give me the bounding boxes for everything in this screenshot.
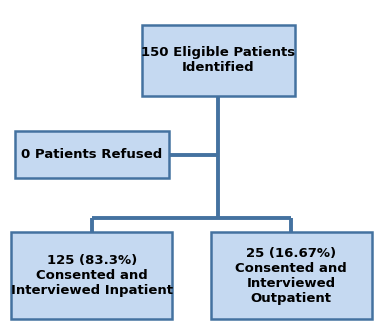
FancyBboxPatch shape (211, 232, 372, 319)
Text: 125 (83.3%)
Consented and
Interviewed Inpatient: 125 (83.3%) Consented and Interviewed In… (11, 254, 173, 297)
FancyBboxPatch shape (11, 232, 172, 319)
Text: 150 Eligible Patients
Identified: 150 Eligible Patients Identified (141, 46, 295, 75)
FancyBboxPatch shape (15, 131, 169, 178)
Text: 0 Patients Refused: 0 Patients Refused (21, 148, 162, 161)
FancyBboxPatch shape (142, 25, 295, 96)
Text: 25 (16.67%)
Consented and
Interviewed
Outpatient: 25 (16.67%) Consented and Interviewed Ou… (235, 247, 347, 304)
